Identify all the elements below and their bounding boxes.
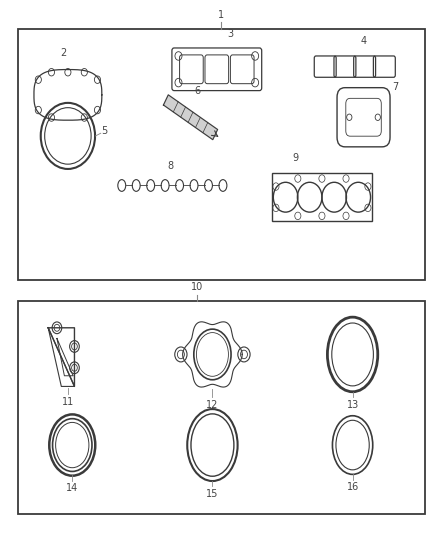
Text: 11: 11 (62, 397, 74, 407)
Text: 8: 8 (168, 160, 174, 171)
Text: 15: 15 (206, 489, 219, 499)
Text: 2: 2 (60, 48, 67, 58)
Text: 3: 3 (227, 29, 233, 39)
Text: 1: 1 (218, 10, 224, 20)
Text: 14: 14 (66, 483, 78, 494)
Text: 12: 12 (206, 400, 219, 410)
Text: 4: 4 (360, 36, 367, 46)
Circle shape (238, 347, 250, 362)
Text: 13: 13 (346, 400, 359, 410)
Ellipse shape (52, 322, 62, 334)
Text: 16: 16 (346, 482, 359, 492)
Text: 6: 6 (194, 86, 200, 96)
Text: 10: 10 (191, 282, 203, 292)
Text: 5: 5 (101, 126, 107, 135)
Ellipse shape (70, 362, 79, 374)
Text: 7: 7 (392, 82, 398, 92)
Circle shape (175, 347, 187, 362)
Polygon shape (163, 95, 218, 140)
Bar (18, 301, 425, 514)
Text: 9: 9 (293, 152, 299, 163)
Ellipse shape (70, 341, 79, 352)
Bar (18, 29, 425, 280)
